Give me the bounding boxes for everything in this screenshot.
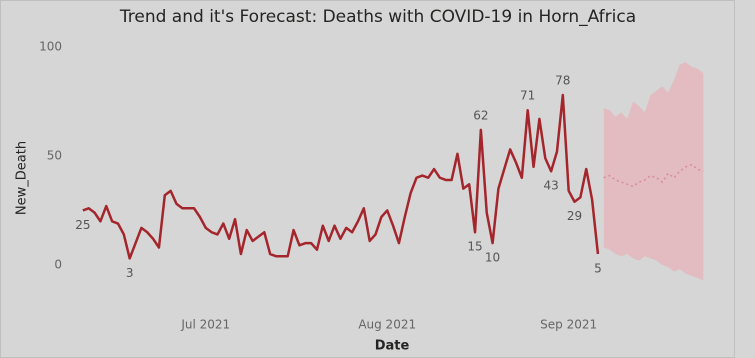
y-tick-label: 0 [54, 257, 62, 271]
forecast-line [603, 163, 704, 188]
x-tick-label: Sep 2021 [540, 318, 597, 332]
chart-title: Trend and it's Forecast: Deaths with COV… [119, 7, 636, 27]
series-line [82, 93, 600, 260]
data-label: 43 [543, 179, 558, 193]
data-label: 29 [567, 209, 582, 223]
x-tick-label: Aug 2021 [358, 318, 416, 332]
data-label: 25 [75, 218, 90, 232]
data-label: 71 [520, 89, 535, 103]
y-tick-label: 100 [39, 39, 62, 53]
y-tick-label: 50 [47, 148, 62, 162]
data-label: 62 [473, 108, 488, 122]
forecast-band [603, 62, 704, 281]
y-axis-title: New_Death [15, 141, 30, 215]
data-label: 15 [467, 240, 482, 254]
data-label: 5 [594, 262, 602, 276]
data-label: 78 [555, 73, 570, 87]
x-tick-label: Jul 2021 [180, 318, 230, 332]
x-axis-title: Date [375, 339, 410, 354]
data-label: 10 [485, 251, 500, 265]
data-label: 3 [126, 266, 134, 280]
